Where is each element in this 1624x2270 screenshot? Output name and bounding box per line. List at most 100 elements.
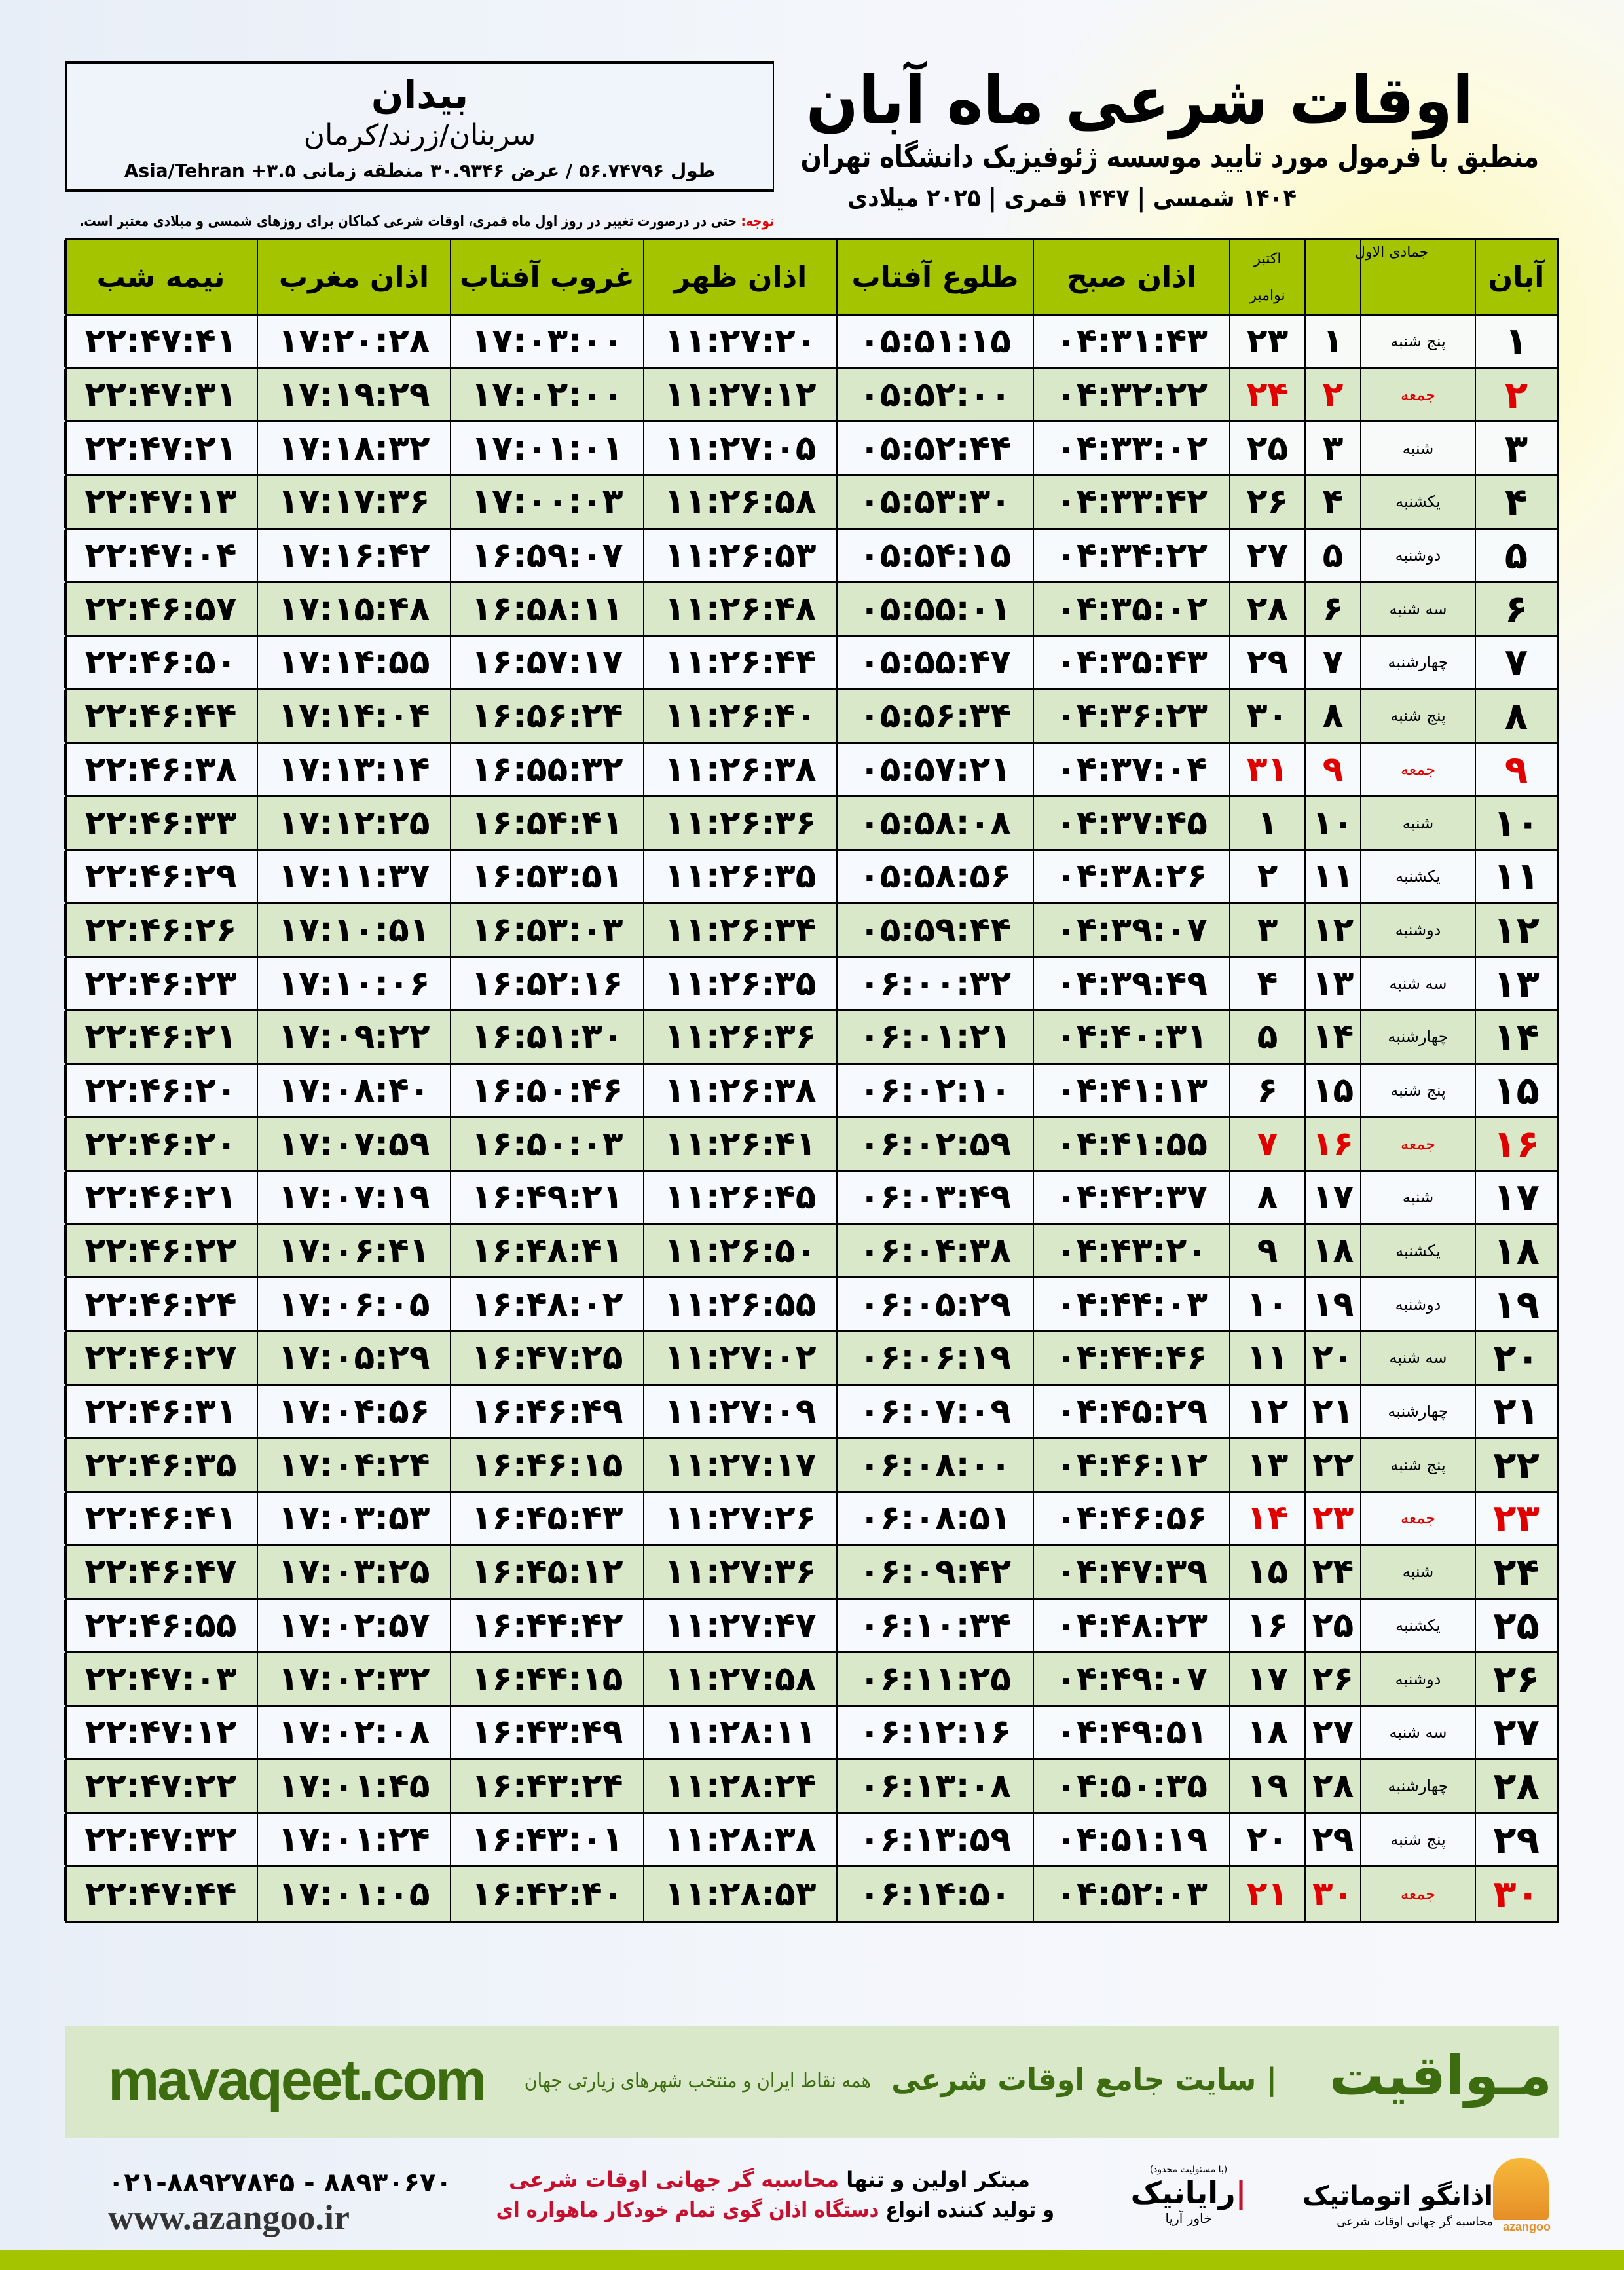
cell-ghorub: ۱۶:۵۰:۴۶ [450,1064,643,1117]
cell-zohr: ۱۱:۲۸:۱۱ [643,1706,836,1758]
cell-ghorub: ۱۷:۰۰:۰۳ [450,476,643,528]
cell-day: ۱۹ [1475,1278,1557,1331]
table-row: ۱۶ جمعه ۱۶ ۷ ۰۴:۴۱:۵۵ ۰۶:۰۲:۵۹ ۱۱:۲۶:۴۱ ۱۶:۵۰:۰… [64,1118,1557,1172]
cell-tolu: ۰۵:۵۲:۰۰ [836,369,1033,421]
header-hijri-col [1304,240,1360,314]
cell-tolu: ۰۶:۰۹:۴۲ [836,1546,1033,1598]
cell-weekday: پنج شنبه [1360,1439,1475,1491]
cell-hijri: ۱۲ [1304,904,1360,956]
cell-day: ۲۵ [1475,1599,1557,1652]
cell-day: ۱۱ [1475,850,1557,902]
rayanik-small: (با مسئولیت محدود) [1149,2165,1228,2175]
header-greg-top: اکتبر [1253,250,1282,267]
cell-nime: ۲۲:۴۶:۳۸ [64,743,257,796]
table-row: ۳۰ جمعه ۳۰ ۲۱ ۰۴:۵۲:۰۳ ۰۶:۱۴:۵۰ ۱۱:۲۸:۵۳ ۱۶:۴۲:… [64,1867,1557,1921]
cell-zohr: ۱۱:۲۷:۱۲ [643,369,836,421]
header-day: آبان [1475,240,1557,314]
table-row: ۱۹ دوشنبه ۱۹ ۱۰ ۰۴:۴۴:۰۳ ۰۶:۰۵:۲۹ ۱۱:۲۶:۵۵ ۱۶:۴… [64,1278,1557,1333]
cell-nime: ۲۲:۴۷:۳۱ [64,369,257,421]
cell-tolu: ۰۶:۰۳:۴۹ [836,1172,1033,1223]
cell-weekday: جمعه [1360,369,1475,421]
year-line: ۱۴۰۴ شمسی | ۱۴۴۷ قمری | ۲۰۲۵ میلادی [847,183,1297,212]
promo2-a: و تولید کننده انواع [879,2197,1054,2222]
cell-maghrib: ۱۷:۰۱:۲۴ [257,1814,450,1865]
azangoo-name: اذانگو اتوماتیک [1302,2181,1493,2211]
cell-weekday: شنبه [1360,1546,1475,1598]
cell-nime: ۲۲:۴۷:۴۴ [64,1867,257,1921]
cell-ghorub: ۱۷:۰۲:۰۰ [450,369,643,421]
cell-zohr: ۱۱:۲۷:۱۷ [643,1439,836,1491]
cell-hijri: ۵ [1304,529,1360,582]
cell-tolu: ۰۵:۵۷:۲۱ [836,743,1033,796]
cell-sobh: ۰۴:۳۷:۴۵ [1033,797,1229,849]
cell-hijri: ۴ [1304,476,1360,528]
cell-sobh: ۰۴:۴۴:۰۳ [1033,1278,1229,1331]
cell-zohr: ۱۱:۲۶:۵۰ [643,1225,836,1277]
footer-description: | سایت جامع اوقات شرعی [891,2062,1277,2097]
cell-ghorub: ۱۶:۴۶:۱۵ [450,1439,643,1491]
azangoo-link[interactable]: www.azangoo.ir [108,2198,350,2237]
cell-zohr: ۱۱:۲۶:۴۸ [643,583,836,635]
cell-tolu: ۰۶:۱۱:۲۵ [836,1653,1033,1705]
cell-maghrib: ۱۷:۰۱:۴۵ [257,1760,450,1812]
page-title: اوقات شرعی ماه آبان [805,62,1473,139]
cell-maghrib: ۱۷:۱۲:۲۵ [257,797,450,849]
table-row: ۲۲ پنج شنبه ۲۲ ۱۳ ۰۴:۴۶:۱۲ ۰۶:۰۸:۰۰ ۱۱:۲۷:۱۷ ۱۶… [64,1439,1557,1493]
cell-day: ۲۱ [1475,1385,1557,1438]
cell-weekday: یکشنبه [1360,476,1475,528]
footer-tagline: همه نقاط ایران و منتخب شهرهای زیارتی جها… [524,2070,871,2093]
cell-ghorub: ۱۶:۵۴:۴۱ [450,797,643,849]
cell-zohr: ۱۱:۲۷:۳۶ [643,1546,836,1598]
cell-hijri: ۲۵ [1304,1599,1360,1652]
cell-ghorub: ۱۶:۴۳:۴۹ [450,1706,643,1758]
cell-nime: ۲۲:۴۷:۰۳ [64,1653,257,1705]
cell-nime: ۲۲:۴۶:۲۹ [64,850,257,902]
table-row: ۷ چهارشنبه ۷ ۲۹ ۰۴:۳۵:۴۳ ۰۵:۵۵:۴۷ ۱۱:۲۶:۴۴ ۱۶:۵… [64,637,1557,690]
note: توجه: حتی در درصورت تغییر در روز اول ماه… [79,214,774,230]
cell-hijri: ۱۰ [1304,797,1360,849]
cell-hijri: ۲۲ [1304,1439,1360,1491]
cell-sobh: ۰۴:۳۵:۰۲ [1033,583,1229,635]
cell-weekday: چهارشنبه [1360,637,1475,688]
cell-hijri: ۱۹ [1304,1278,1360,1331]
cell-maghrib: ۱۷:۰۸:۴۰ [257,1064,450,1117]
cell-sobh: ۰۴:۴۸:۲۳ [1033,1599,1229,1652]
cell-day: ۷ [1475,637,1557,688]
cell-maghrib: ۱۷:۱۳:۱۴ [257,743,450,796]
site-link[interactable]: mavaqeet.com [108,2047,487,2112]
cell-maghrib: ۱۷:۰۴:۲۴ [257,1439,450,1491]
cell-maghrib: ۱۷:۰۴:۵۶ [257,1385,450,1438]
cell-maghrib: ۱۷:۰۷:۱۹ [257,1172,450,1223]
table-row: ۴ یکشنبه ۴ ۲۶ ۰۴:۳۳:۴۲ ۰۵:۵۳:۳۰ ۱۱:۲۶:۵۸ ۱۷:۰۰:… [64,476,1557,530]
cell-nime: ۲۲:۴۶:۲۰ [64,1064,257,1117]
cell-hijri: ۲۹ [1304,1814,1360,1865]
phone-numbers: ۰۲۱-۸۸۹۲۷۸۴۵ - ۸۸۹۳۰۶۷۰ [108,2168,452,2198]
cell-ghorub: ۱۶:۴۸:۴۱ [450,1225,643,1277]
cell-weekday: شنبه [1360,797,1475,849]
cell-gregorian: ۲۶ [1229,476,1304,528]
footer-banner [65,2026,1559,2138]
cell-gregorian: ۱ [1229,797,1304,849]
cell-gregorian: ۱۵ [1229,1546,1304,1598]
cell-tolu: ۰۶:۱۳:۰۸ [836,1760,1033,1812]
cell-sobh: ۰۴:۳۱:۴۳ [1033,316,1229,367]
cell-hijri: ۲۶ [1304,1653,1360,1705]
note-label: توجه: [741,214,774,230]
cell-tolu: ۰۵:۵۶:۳۴ [836,690,1033,742]
location-box: بیدان سربنان/زرند/کرمان طول ۵۶.۷۴۷۹۶ / ع… [65,61,774,192]
cell-gregorian: ۳۰ [1229,690,1304,742]
province-path: سربنان/زرند/کرمان [303,119,536,152]
cell-zohr: ۱۱:۲۶:۴۵ [643,1172,836,1223]
cell-tolu: ۰۶:۰۷:۰۹ [836,1385,1033,1438]
cell-sobh: ۰۴:۵۰:۳۵ [1033,1760,1229,1812]
cell-gregorian: ۲۰ [1229,1814,1304,1865]
cell-hijri: ۱۳ [1304,958,1360,1009]
cell-sobh: ۰۴:۴۱:۱۳ [1033,1064,1229,1117]
cell-hijri: ۱ [1304,316,1360,367]
cell-day: ۳۰ [1475,1867,1557,1921]
cell-maghrib: ۱۷:۰۱:۰۵ [257,1867,450,1921]
cell-day: ۲۰ [1475,1332,1557,1384]
cell-tolu: ۰۶:۱۳:۵۹ [836,1814,1033,1865]
cell-gregorian: ۱۷ [1229,1653,1304,1705]
table-row: ۲ جمعه ۲ ۲۴ ۰۴:۳۲:۲۲ ۰۵:۵۲:۰۰ ۱۱:۲۷:۱۲ ۱۷:۰۲:۰۰… [64,369,1557,423]
